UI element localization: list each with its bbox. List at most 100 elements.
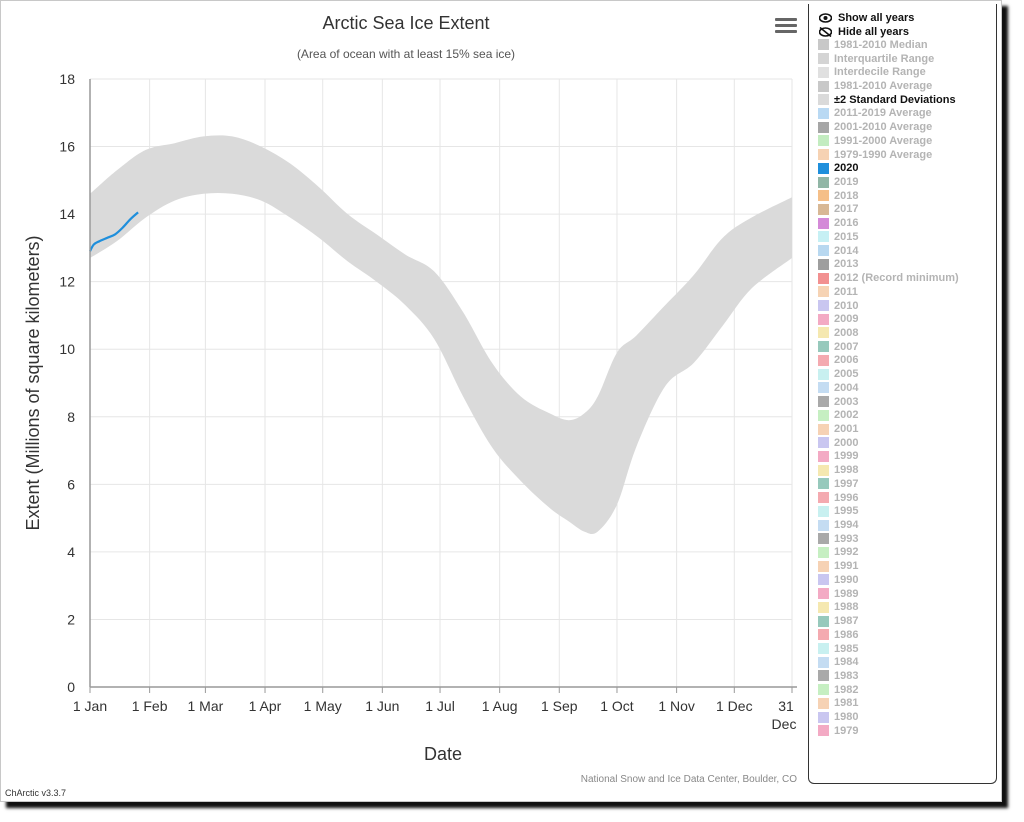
legend-item[interactable]: 2015 [818, 230, 858, 244]
eye-slash-icon [818, 26, 833, 38]
legend-item[interactable]: 2007 [818, 340, 858, 354]
legend-item-label: 1995 [834, 505, 859, 518]
legend-item[interactable]: 2002 [818, 408, 858, 422]
legend-item-label: 1999 [834, 450, 859, 463]
legend-swatch [818, 368, 829, 380]
hamburger-menu-icon[interactable] [775, 15, 797, 35]
legend-item[interactable]: 1990 [818, 573, 858, 587]
legend-swatch [818, 643, 829, 655]
legend-item[interactable]: 2005 [818, 367, 858, 381]
legend-item[interactable]: 1981 [818, 697, 858, 711]
legend-swatch [818, 574, 829, 586]
legend-swatch [818, 697, 829, 709]
series-lines [89, 211, 139, 252]
legend-item[interactable]: 2001-2010 Average [818, 120, 932, 134]
legend-item[interactable]: 2020 [818, 161, 858, 175]
legend-item-label: 1998 [834, 464, 859, 477]
legend-item[interactable]: 2006 [818, 354, 858, 368]
legend-item[interactable]: 2011 [818, 285, 858, 299]
legend-item-label: 1991-2000 Average [834, 134, 933, 147]
legend-item[interactable]: Interquartile Range [818, 52, 934, 66]
legend-swatch [818, 560, 829, 572]
legend-item[interactable]: 2018 [818, 189, 858, 203]
hide-all-years-button[interactable]: Hide all years [818, 26, 909, 38]
legend-item[interactable]: 1980 [818, 710, 858, 724]
legend-item-label: 1984 [834, 656, 859, 669]
legend-item-label: 2017 [834, 203, 859, 216]
legend-item[interactable]: 2012 (Record minimum) [818, 271, 959, 285]
credit-text: National Snow and Ice Data Center, Bould… [581, 774, 797, 785]
legend-item[interactable]: 1991-2000 Average [818, 134, 932, 148]
legend-item-label: 1997 [834, 477, 859, 490]
legend-item[interactable]: 1997 [818, 477, 858, 491]
legend-item[interactable]: 1985 [818, 642, 858, 656]
legend-item[interactable]: 2001 [818, 422, 858, 436]
legend-item-label: ±2 Standard Deviations [834, 93, 956, 106]
x-tick-label: 1 Jun [365, 698, 399, 714]
legend-item[interactable]: 1987 [818, 614, 858, 628]
legend-item[interactable]: 2011-2019 Average [818, 107, 932, 121]
legend-swatch [818, 327, 829, 339]
legend-item[interactable]: 1979 [818, 724, 858, 738]
legend-item[interactable]: 1984 [818, 655, 858, 669]
y-tick-label: 10 [59, 341, 75, 357]
legend-item[interactable]: 1983 [818, 669, 858, 683]
legend-item[interactable]: 2017 [818, 203, 858, 217]
legend-item-label: 1981-2010 Average [834, 80, 933, 92]
y-tick-label: 2 [67, 611, 75, 627]
show-all-years-button[interactable]: Show all years [818, 12, 914, 24]
legend-item-label: 2011 [834, 285, 858, 298]
legend-item-label: 2020 [834, 162, 859, 175]
legend-item-label: 2003 [834, 395, 859, 408]
legend-item[interactable]: 1979-1990 Average [818, 148, 932, 162]
legend-item[interactable]: 2016 [818, 216, 858, 230]
legend-item[interactable]: 2010 [818, 299, 858, 313]
legend-item-label: 1996 [834, 491, 859, 504]
legend-swatch [818, 300, 829, 312]
legend-item[interactable]: 1982 [818, 683, 858, 697]
legend-item[interactable]: ±2 Standard Deviations [818, 93, 956, 107]
legend-swatch [818, 203, 829, 215]
legend-item-label: 1989 [834, 587, 859, 600]
y-tick-label: 0 [67, 679, 75, 695]
legend-swatch [818, 245, 829, 257]
y-tick-label: 6 [67, 476, 75, 492]
legend-item[interactable]: 1995 [818, 504, 858, 518]
legend-item[interactable]: 1994 [818, 518, 858, 532]
legend-swatch [818, 656, 829, 668]
legend-item[interactable]: Interdecile Range [818, 65, 926, 79]
legend-item[interactable]: 1986 [818, 628, 858, 642]
legend-swatch [818, 711, 829, 723]
legend-item[interactable]: 2009 [818, 312, 858, 326]
legend-swatch [818, 450, 829, 462]
legend-item[interactable]: 1989 [818, 587, 858, 601]
legend-item[interactable]: 1992 [818, 546, 858, 560]
legend-item[interactable]: 1996 [818, 491, 858, 505]
chart-svg: Arctic Sea Ice Extent (Area of ocean wit… [23, 13, 797, 785]
legend-item[interactable]: 2000 [818, 436, 858, 450]
legend-item[interactable]: 2008 [818, 326, 858, 340]
legend-item-label: Interquartile Range [834, 52, 935, 65]
legend-swatch [818, 615, 829, 627]
legend-item-label: 2019 [834, 176, 859, 189]
legend-item[interactable]: 1988 [818, 601, 858, 615]
legend-item[interactable]: 1991 [818, 559, 858, 573]
legend-item[interactable]: 2003 [818, 395, 858, 409]
x-tick-label: 1 Dec [716, 698, 753, 714]
legend-item[interactable]: 1993 [818, 532, 858, 546]
legend-item[interactable]: 2014 [818, 244, 858, 258]
legend-item[interactable]: 2004 [818, 381, 858, 395]
series-line-2020[interactable] [89, 211, 139, 252]
legend-swatch [818, 601, 829, 613]
legend-swatch [818, 533, 829, 545]
legend-item[interactable]: 2013 [818, 258, 858, 272]
legend-item[interactable]: 1981-2010 Average [818, 79, 932, 93]
legend-item-label: 2014 [834, 244, 859, 257]
legend-item[interactable]: 1999 [818, 450, 858, 464]
legend-swatch [818, 286, 829, 298]
legend-item[interactable]: 1998 [818, 463, 858, 477]
legend-item[interactable]: 1981-2010 Median [818, 38, 928, 52]
legend-item-label: 2016 [834, 217, 859, 230]
legend-item[interactable]: 2019 [818, 175, 858, 189]
legend-item-label: 1990 [834, 573, 859, 586]
